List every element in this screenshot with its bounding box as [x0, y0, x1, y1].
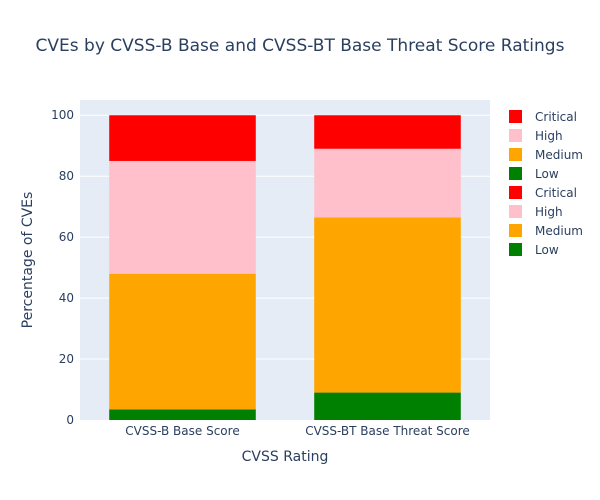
x-axis-ticks: CVSS-B Base Score CVSS-BT Base Threat Sco…	[125, 424, 470, 438]
legend-swatch	[509, 243, 522, 256]
bar-segment-medium[interactable]	[314, 217, 461, 393]
legend-swatch	[509, 167, 522, 180]
y-tick-label: 60	[59, 230, 74, 244]
bar-segment-critical[interactable]	[109, 115, 256, 161]
y-axis-ticks: 0 20 40 60 80 100	[51, 108, 74, 427]
legend-swatch	[509, 110, 522, 123]
chart-title: CVEs by CVSS-B Base and CVSS-BT Base Thr…	[36, 36, 565, 56]
legend-item[interactable]: Low	[509, 167, 559, 181]
x-tick-label: CVSS-BT Base Threat Score	[305, 424, 470, 438]
bar-segment-high[interactable]	[109, 160, 256, 274]
y-tick-label: 100	[51, 108, 74, 122]
y-tick-label: 20	[59, 352, 74, 366]
legend-item[interactable]: Medium	[509, 224, 583, 238]
legend-swatch	[509, 148, 522, 161]
bar-segment-low[interactable]	[109, 409, 256, 420]
bar-segment-low[interactable]	[314, 392, 461, 420]
legend-item[interactable]: High	[509, 129, 563, 143]
bar-segment-high[interactable]	[314, 148, 461, 218]
legend: Critical High Medium Low Critical High Medium L…	[509, 110, 583, 257]
legend-item[interactable]: Critical	[509, 110, 577, 124]
legend-swatch	[509, 129, 522, 142]
y-axis-title: Percentage of CVEs	[20, 192, 36, 329]
legend-swatch	[509, 224, 522, 237]
legend-label: Critical	[535, 110, 577, 124]
y-tick-label: 0	[66, 413, 74, 427]
bar-segment-medium[interactable]	[109, 273, 256, 410]
legend-label: High	[535, 129, 563, 143]
legend-item[interactable]: Medium	[509, 148, 583, 162]
legend-item[interactable]: Critical	[509, 186, 577, 200]
x-axis-title: CVSS Rating	[242, 449, 329, 465]
bars	[109, 115, 461, 420]
y-tick-label: 40	[59, 291, 74, 305]
legend-label: Critical	[535, 186, 577, 200]
legend-swatch	[509, 186, 522, 199]
legend-item[interactable]: High	[509, 205, 563, 219]
legend-label: Low	[535, 167, 559, 181]
legend-item[interactable]: Low	[509, 243, 559, 257]
bar-segment-critical[interactable]	[314, 115, 461, 149]
y-tick-label: 80	[59, 169, 74, 183]
legend-swatch	[509, 205, 522, 218]
legend-label: Medium	[535, 148, 583, 162]
x-tick-label: CVSS-B Base Score	[125, 424, 239, 438]
legend-label: Low	[535, 243, 559, 257]
legend-label: High	[535, 205, 563, 219]
legend-label: Medium	[535, 224, 583, 238]
